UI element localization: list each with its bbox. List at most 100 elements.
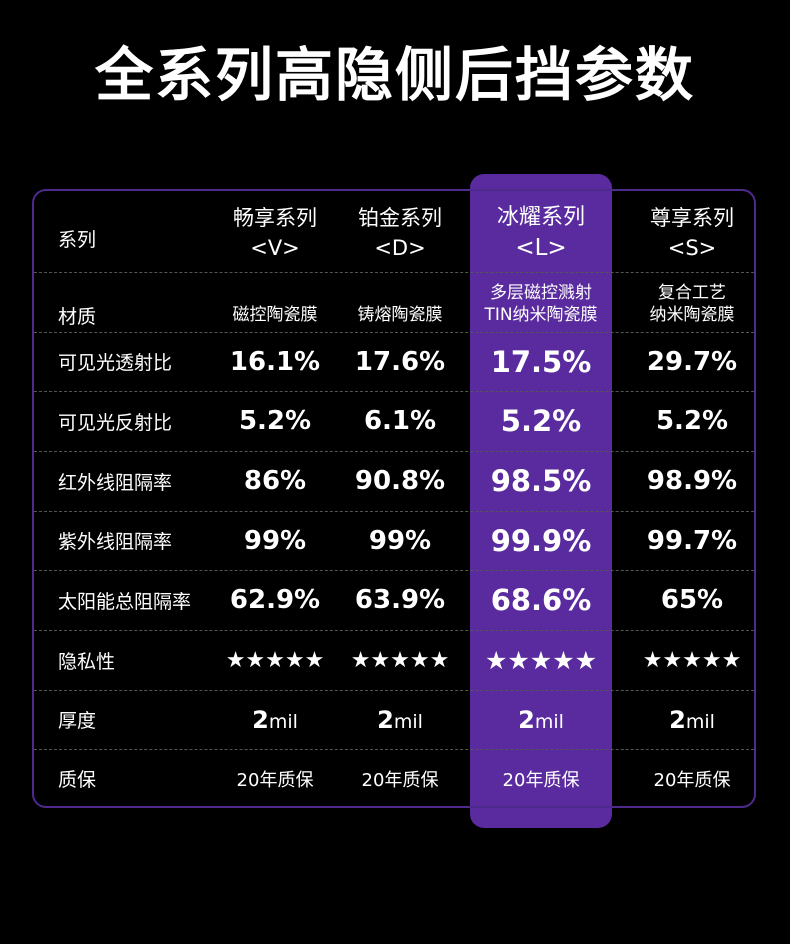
table-cell: 99.7%	[619, 511, 765, 570]
row-divider	[34, 451, 754, 452]
highlight-column-bg	[470, 174, 612, 828]
column-header: 畅享系列 <V>	[210, 200, 340, 266]
table-cell: 复合工艺 纳米陶瓷膜	[619, 272, 765, 332]
material-text: 复合工艺	[658, 283, 726, 303]
material-text: TIN纳米陶瓷膜	[484, 305, 598, 325]
material-text: 铸熔陶瓷膜	[357, 305, 443, 325]
table-cell: 99%	[202, 511, 348, 570]
thickness-number: 2	[252, 705, 269, 734]
row-divider	[34, 511, 754, 512]
row-label: 厚度	[58, 710, 97, 732]
star-rating: ★★★★★	[484, 645, 598, 675]
table-cell: 98.9%	[619, 451, 765, 511]
thickness-value: 2mil	[377, 706, 423, 734]
row-divider	[34, 690, 754, 691]
column-code: <V>	[250, 236, 300, 260]
metric-value: 99%	[368, 525, 432, 556]
row-label: 材质	[58, 305, 97, 328]
table-cell: 5.2%	[468, 391, 614, 451]
warranty-text: 20年质保	[653, 769, 731, 791]
metric-value: 63.9%	[354, 585, 446, 615]
star-rating: ★★★★★	[642, 647, 742, 673]
row-divider	[34, 570, 754, 571]
table-cell: ★★★★★	[619, 630, 765, 690]
table-cell: 99%	[327, 511, 473, 570]
table-cell: 2mil	[327, 690, 473, 749]
table-cell: 20年质保	[327, 749, 473, 808]
warranty-text: 20年质保	[236, 769, 314, 791]
thickness-unit: mil	[534, 710, 564, 733]
row-label: 隐私性	[58, 650, 116, 673]
warranty-text: 20年质保	[502, 769, 580, 791]
metric-value: 5.2%	[655, 406, 729, 436]
metric-value: 86%	[243, 466, 307, 496]
metric-value: 90.8%	[354, 466, 446, 496]
column-code: <S>	[667, 236, 717, 260]
metric-value: 29.7%	[646, 346, 738, 377]
row-label: 紫外线阻隔率	[58, 531, 173, 553]
metric-value: 5.2%	[238, 406, 312, 436]
table-cell: 5.2%	[619, 391, 765, 451]
column-name: 畅享系列	[233, 206, 317, 230]
table-cell: 16.1%	[202, 332, 348, 391]
column-name: 尊享系列	[650, 206, 734, 230]
table-cell: ★★★★★	[327, 630, 473, 690]
table-cell: 63.9%	[327, 570, 473, 630]
star-rating: ★★★★★	[350, 647, 450, 673]
metric-value: 98.9%	[646, 466, 738, 496]
metric-value: 99%	[243, 525, 307, 556]
row-divider	[34, 391, 754, 392]
table-cell: 铸熔陶瓷膜	[327, 272, 473, 332]
table-cell: 17.6%	[327, 332, 473, 391]
column-header: 铂金系列 <D>	[335, 200, 465, 266]
row-label: 可见光透射比	[58, 352, 173, 374]
table-cell: 20年质保	[468, 749, 614, 808]
column-name: 铂金系列	[358, 206, 442, 230]
material-text: 多层磁控溅射	[490, 283, 592, 303]
table-cell: 2mil	[202, 690, 348, 749]
table-frame	[32, 189, 756, 808]
metric-value: 16.1%	[229, 346, 321, 377]
header-label: 系列	[58, 228, 97, 251]
star-rating: ★★★★★	[225, 647, 325, 673]
row-divider	[34, 272, 754, 273]
row-divider	[34, 749, 754, 750]
table-cell: 磁控陶瓷膜	[202, 272, 348, 332]
thickness-value: 2mil	[518, 706, 564, 734]
column-name: 冰耀系列	[496, 205, 585, 230]
table-cell: 86%	[202, 451, 348, 511]
metric-value: 17.5%	[490, 344, 592, 379]
metric-value: 68.6%	[490, 583, 592, 617]
metric-value: 65%	[660, 585, 724, 615]
material-text: 纳米陶瓷膜	[649, 305, 735, 325]
row-label: 红外线阻隔率	[58, 471, 173, 494]
metric-value: 99.9%	[490, 523, 592, 558]
thickness-value: 2mil	[669, 706, 715, 734]
material-text: 磁控陶瓷膜	[232, 305, 318, 325]
row-divider	[34, 332, 754, 333]
table-cell: 20年质保	[202, 749, 348, 808]
table-cell: 2mil	[468, 690, 614, 749]
thickness-value: 2mil	[252, 706, 298, 734]
table-cell: 20年质保	[619, 749, 765, 808]
warranty-text: 20年质保	[361, 769, 439, 791]
table-cell: 62.9%	[202, 570, 348, 630]
table-cell: 6.1%	[327, 391, 473, 451]
row-label: 太阳能总阻隔率	[58, 590, 192, 613]
metric-value: 99.7%	[646, 525, 738, 556]
column-header: 尊享系列 <S>	[627, 200, 757, 266]
table-cell: 68.6%	[468, 570, 614, 630]
table-cell: 多层磁控溅射 TIN纳米陶瓷膜	[468, 272, 614, 332]
thickness-number: 2	[669, 705, 686, 734]
column-code: <D>	[374, 236, 426, 260]
thickness-number: 2	[518, 705, 535, 734]
table-cell: 65%	[619, 570, 765, 630]
metric-value: 17.6%	[354, 346, 446, 377]
thickness-unit: mil	[268, 710, 298, 733]
table-cell: 5.2%	[202, 391, 348, 451]
table-cell: 2mil	[619, 690, 765, 749]
metric-value: 6.1%	[363, 406, 437, 436]
thickness-number: 2	[377, 705, 394, 734]
thickness-unit: mil	[685, 710, 715, 733]
row-label: 质保	[58, 769, 97, 791]
